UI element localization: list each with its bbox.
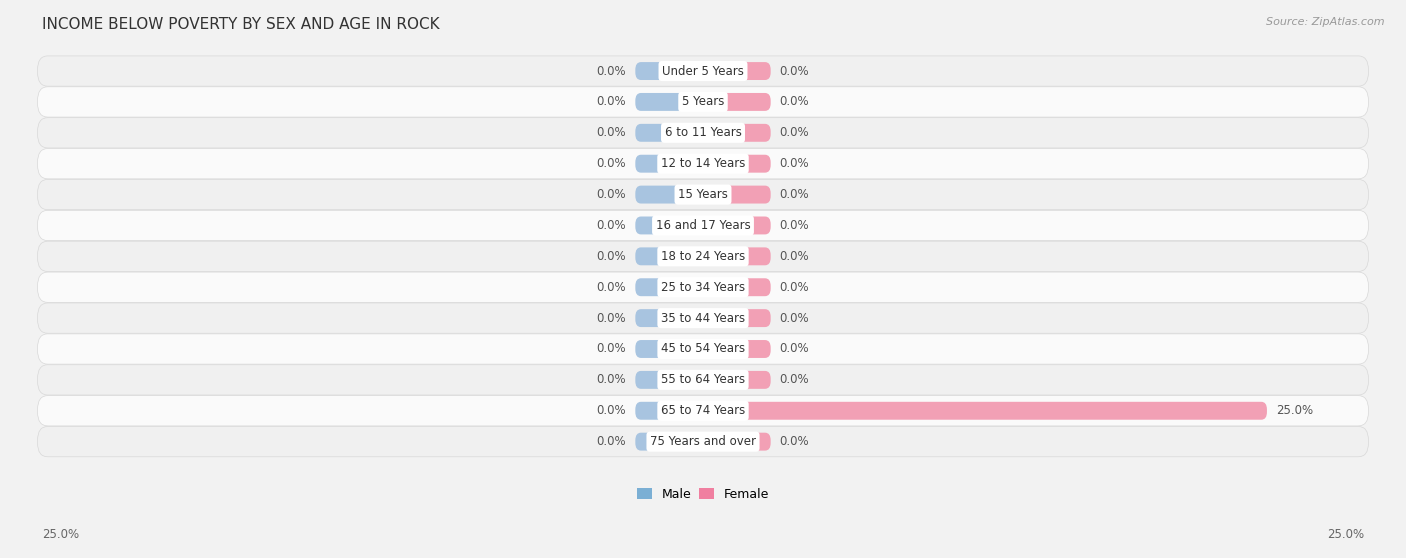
Text: 0.0%: 0.0% — [780, 65, 810, 78]
FancyBboxPatch shape — [636, 432, 703, 451]
FancyBboxPatch shape — [636, 402, 703, 420]
Text: 0.0%: 0.0% — [780, 250, 810, 263]
Text: 0.0%: 0.0% — [780, 373, 810, 386]
Text: 16 and 17 Years: 16 and 17 Years — [655, 219, 751, 232]
Text: 6 to 11 Years: 6 to 11 Years — [665, 126, 741, 140]
FancyBboxPatch shape — [636, 124, 703, 142]
FancyBboxPatch shape — [703, 186, 770, 204]
Text: 5 Years: 5 Years — [682, 95, 724, 108]
Text: 0.0%: 0.0% — [596, 95, 626, 108]
FancyBboxPatch shape — [636, 278, 703, 296]
FancyBboxPatch shape — [38, 426, 1368, 457]
FancyBboxPatch shape — [636, 371, 703, 389]
FancyBboxPatch shape — [636, 186, 703, 204]
FancyBboxPatch shape — [703, 62, 770, 80]
Text: 25.0%: 25.0% — [1277, 404, 1313, 417]
FancyBboxPatch shape — [38, 56, 1368, 86]
Text: 0.0%: 0.0% — [596, 65, 626, 78]
Text: 55 to 64 Years: 55 to 64 Years — [661, 373, 745, 386]
Text: 25 to 34 Years: 25 to 34 Years — [661, 281, 745, 294]
Text: 0.0%: 0.0% — [596, 157, 626, 170]
Text: 0.0%: 0.0% — [596, 250, 626, 263]
FancyBboxPatch shape — [38, 87, 1368, 117]
FancyBboxPatch shape — [703, 340, 770, 358]
Text: 45 to 54 Years: 45 to 54 Years — [661, 343, 745, 355]
Text: 0.0%: 0.0% — [596, 373, 626, 386]
Text: 0.0%: 0.0% — [596, 435, 626, 448]
FancyBboxPatch shape — [636, 247, 703, 265]
Text: Under 5 Years: Under 5 Years — [662, 65, 744, 78]
FancyBboxPatch shape — [703, 155, 770, 172]
FancyBboxPatch shape — [703, 371, 770, 389]
Text: 0.0%: 0.0% — [780, 281, 810, 294]
Text: 0.0%: 0.0% — [780, 219, 810, 232]
FancyBboxPatch shape — [38, 272, 1368, 302]
FancyBboxPatch shape — [703, 432, 770, 451]
FancyBboxPatch shape — [636, 93, 703, 111]
Text: 0.0%: 0.0% — [596, 281, 626, 294]
Text: 25.0%: 25.0% — [1327, 528, 1364, 541]
Text: 0.0%: 0.0% — [596, 188, 626, 201]
Text: 18 to 24 Years: 18 to 24 Years — [661, 250, 745, 263]
Text: 65 to 74 Years: 65 to 74 Years — [661, 404, 745, 417]
Text: 0.0%: 0.0% — [780, 435, 810, 448]
FancyBboxPatch shape — [636, 155, 703, 172]
FancyBboxPatch shape — [703, 247, 770, 265]
Text: 25.0%: 25.0% — [42, 528, 79, 541]
FancyBboxPatch shape — [38, 210, 1368, 240]
FancyBboxPatch shape — [636, 309, 703, 327]
FancyBboxPatch shape — [636, 340, 703, 358]
Text: 0.0%: 0.0% — [596, 126, 626, 140]
FancyBboxPatch shape — [636, 62, 703, 80]
FancyBboxPatch shape — [703, 217, 770, 234]
Text: 75 Years and over: 75 Years and over — [650, 435, 756, 448]
Text: 0.0%: 0.0% — [596, 404, 626, 417]
FancyBboxPatch shape — [38, 334, 1368, 364]
Text: 15 Years: 15 Years — [678, 188, 728, 201]
Text: 0.0%: 0.0% — [596, 311, 626, 325]
Text: 0.0%: 0.0% — [780, 311, 810, 325]
FancyBboxPatch shape — [38, 396, 1368, 426]
FancyBboxPatch shape — [703, 93, 770, 111]
FancyBboxPatch shape — [703, 402, 1267, 420]
Text: Source: ZipAtlas.com: Source: ZipAtlas.com — [1267, 17, 1385, 27]
Text: 0.0%: 0.0% — [596, 343, 626, 355]
FancyBboxPatch shape — [38, 148, 1368, 179]
Text: 0.0%: 0.0% — [780, 188, 810, 201]
FancyBboxPatch shape — [38, 365, 1368, 395]
Text: 0.0%: 0.0% — [780, 95, 810, 108]
Text: 12 to 14 Years: 12 to 14 Years — [661, 157, 745, 170]
FancyBboxPatch shape — [38, 118, 1368, 148]
FancyBboxPatch shape — [636, 217, 703, 234]
Text: INCOME BELOW POVERTY BY SEX AND AGE IN ROCK: INCOME BELOW POVERTY BY SEX AND AGE IN R… — [42, 17, 440, 32]
Text: 0.0%: 0.0% — [780, 343, 810, 355]
FancyBboxPatch shape — [703, 309, 770, 327]
Legend: Male, Female: Male, Female — [637, 488, 769, 501]
FancyBboxPatch shape — [703, 278, 770, 296]
FancyBboxPatch shape — [38, 241, 1368, 272]
FancyBboxPatch shape — [703, 124, 770, 142]
Text: 0.0%: 0.0% — [780, 126, 810, 140]
Text: 0.0%: 0.0% — [780, 157, 810, 170]
Text: 35 to 44 Years: 35 to 44 Years — [661, 311, 745, 325]
FancyBboxPatch shape — [38, 180, 1368, 210]
Text: 0.0%: 0.0% — [596, 219, 626, 232]
FancyBboxPatch shape — [38, 303, 1368, 333]
